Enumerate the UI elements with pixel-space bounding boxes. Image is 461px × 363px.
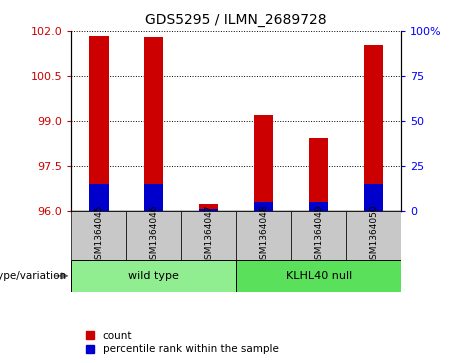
Text: GSM1364046: GSM1364046 bbox=[149, 205, 159, 265]
Text: wild type: wild type bbox=[129, 271, 179, 281]
Text: GSM1364049: GSM1364049 bbox=[314, 205, 323, 265]
Text: KLHL40 null: KLHL40 null bbox=[285, 271, 352, 281]
Legend: count, percentile rank within the sample: count, percentile rank within the sample bbox=[86, 331, 278, 354]
Bar bbox=[236, 211, 291, 260]
Text: GSM1364047: GSM1364047 bbox=[204, 205, 213, 265]
Bar bbox=[89, 36, 108, 211]
Bar bbox=[199, 209, 219, 211]
Bar bbox=[309, 201, 328, 211]
Title: GDS5295 / ILMN_2689728: GDS5295 / ILMN_2689728 bbox=[146, 13, 327, 27]
Bar bbox=[71, 260, 236, 292]
Bar bbox=[144, 184, 164, 211]
Text: GSM1364050: GSM1364050 bbox=[369, 205, 378, 265]
Bar bbox=[364, 45, 383, 211]
Text: GSM1364045: GSM1364045 bbox=[95, 205, 103, 265]
Bar bbox=[144, 37, 164, 211]
Bar bbox=[291, 211, 346, 260]
Bar bbox=[71, 211, 126, 260]
Bar bbox=[364, 184, 383, 211]
Bar bbox=[181, 211, 236, 260]
Bar bbox=[346, 211, 401, 260]
Bar bbox=[254, 201, 273, 211]
Text: genotype/variation: genotype/variation bbox=[0, 271, 67, 281]
Bar bbox=[236, 260, 401, 292]
Bar bbox=[309, 138, 328, 211]
Bar bbox=[126, 211, 181, 260]
Bar bbox=[89, 184, 108, 211]
Bar bbox=[254, 115, 273, 211]
Text: GSM1364048: GSM1364048 bbox=[259, 205, 268, 265]
Bar bbox=[199, 204, 219, 211]
